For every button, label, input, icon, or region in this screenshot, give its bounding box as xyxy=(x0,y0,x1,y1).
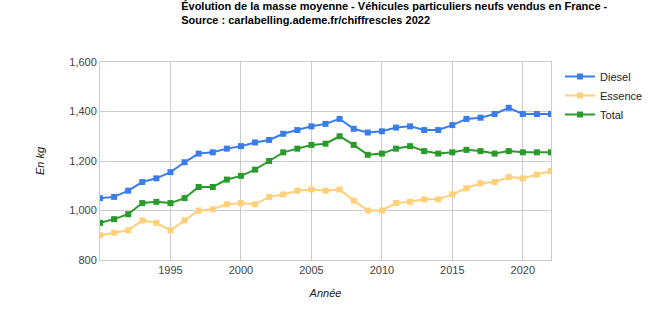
svg-text:2005: 2005 xyxy=(299,264,323,276)
svg-text:2010: 2010 xyxy=(370,264,394,276)
svg-text:Total: Total xyxy=(600,109,623,121)
svg-text:2000: 2000 xyxy=(229,264,253,276)
svg-text:En kg: En kg xyxy=(34,146,46,175)
svg-text:2015: 2015 xyxy=(440,264,464,276)
svg-text:2020: 2020 xyxy=(511,264,535,276)
svg-text:1,400: 1,400 xyxy=(69,105,97,117)
svg-text:Année: Année xyxy=(309,287,342,299)
svg-text:1995: 1995 xyxy=(158,264,182,276)
svg-text:1,600: 1,600 xyxy=(69,56,97,68)
svg-text:Essence: Essence xyxy=(600,90,642,102)
svg-text:800: 800 xyxy=(78,254,96,266)
svg-text:Évolution de la masse moyenne: Évolution de la masse moyenne - Véhicule… xyxy=(181,0,607,26)
svg-text:Diesel: Diesel xyxy=(600,71,631,83)
svg-text:1,000: 1,000 xyxy=(69,204,97,216)
svg-text:1,200: 1,200 xyxy=(69,155,97,167)
